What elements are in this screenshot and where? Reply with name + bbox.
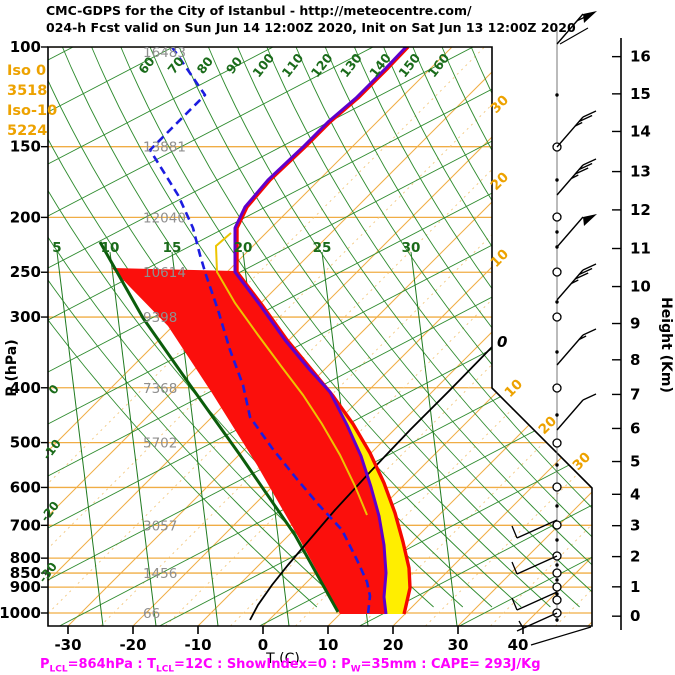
wind-barb xyxy=(556,328,597,366)
svg-text:1: 1 xyxy=(630,578,640,596)
svg-text:20: 20 xyxy=(234,240,253,256)
svg-text:1456: 1456 xyxy=(143,566,177,582)
svg-text:7: 7 xyxy=(630,385,640,403)
svg-text:800: 800 xyxy=(10,549,41,567)
wind-barb xyxy=(556,214,597,248)
wind-barb xyxy=(556,11,597,45)
svg-text:11: 11 xyxy=(630,240,651,258)
svg-text:10: 10 xyxy=(101,240,120,256)
svg-text:0: 0 xyxy=(258,636,268,654)
svg-text:30: 30 xyxy=(448,636,469,654)
wind-barb xyxy=(511,555,558,575)
yellow-shaded-area xyxy=(330,392,410,614)
svg-text:12: 12 xyxy=(630,201,651,219)
svg-text:40: 40 xyxy=(508,636,529,654)
svg-text:20: 20 xyxy=(383,636,404,654)
svg-text:8: 8 xyxy=(630,351,640,369)
svg-text:250: 250 xyxy=(10,263,41,281)
svg-text:16483: 16483 xyxy=(143,45,186,61)
svg-text:5: 5 xyxy=(52,240,61,256)
plot-border xyxy=(47,46,593,627)
svg-text:30: 30 xyxy=(402,240,421,256)
iso0-label: Iso 0 xyxy=(7,63,47,79)
zero-degree-curve xyxy=(249,346,493,621)
svg-text:9: 9 xyxy=(630,315,640,333)
svg-text:25: 25 xyxy=(313,240,332,256)
svg-text:500: 500 xyxy=(10,434,41,452)
iso10-value: 5224 xyxy=(7,123,48,139)
parcel-curve xyxy=(214,232,368,516)
svg-text:15: 15 xyxy=(630,85,651,103)
svg-text:7368: 7368 xyxy=(143,381,177,397)
wind-barb xyxy=(556,263,597,301)
svg-text:700: 700 xyxy=(10,516,41,534)
svg-text:1000: 1000 xyxy=(0,604,41,622)
svg-text:900: 900 xyxy=(10,578,41,596)
wind-barb xyxy=(556,393,597,431)
red-shaded-area xyxy=(112,268,410,614)
svg-text:16: 16 xyxy=(630,48,651,66)
svg-text:9398: 9398 xyxy=(143,310,177,326)
svg-text:12040: 12040 xyxy=(143,210,186,226)
svg-text:15: 15 xyxy=(163,240,182,256)
svg-text:13881: 13881 xyxy=(143,140,186,156)
wind-barb xyxy=(556,158,597,196)
iso10-label: Iso-10 xyxy=(7,103,58,119)
svg-text:10: 10 xyxy=(318,636,339,654)
svg-text:10: 10 xyxy=(630,278,651,296)
wind-barb-column xyxy=(511,11,597,632)
footer-summary: PLCL=864hPa : TLCL=12C : ShowIndex=0 : P… xyxy=(40,657,541,675)
dewpoint-curve xyxy=(148,47,372,615)
svg-text:0: 0 xyxy=(630,607,640,625)
svg-text:0: 0 xyxy=(497,333,507,351)
wind-barb xyxy=(511,591,558,611)
svg-text:10614: 10614 xyxy=(143,265,186,281)
title-line-2: 024-h Fcst valid on Sun Jun 14 12:00Z 20… xyxy=(46,19,576,35)
svg-text:Height (Km): Height (Km) xyxy=(658,297,674,393)
svg-text:13: 13 xyxy=(630,163,651,181)
svg-text:5702: 5702 xyxy=(143,436,177,452)
svg-text:4: 4 xyxy=(630,485,640,503)
wind-barb xyxy=(511,519,558,539)
svg-text:6: 6 xyxy=(630,419,640,437)
svg-text:2: 2 xyxy=(630,548,640,566)
svg-text:14: 14 xyxy=(630,122,651,140)
wind-barb xyxy=(516,612,558,632)
svg-text:3057: 3057 xyxy=(143,518,177,534)
svg-text:150: 150 xyxy=(10,138,41,156)
iso-level-legend: Iso 0 3518 Iso-10 5224 xyxy=(7,61,57,141)
svg-text:T (C): T (C) xyxy=(265,651,300,667)
svg-text:P (hPa): P (hPa) xyxy=(4,339,20,396)
svg-text:400: 400 xyxy=(10,379,41,397)
svg-text:600: 600 xyxy=(10,478,41,496)
svg-text:850: 850 xyxy=(10,564,41,582)
svg-text:200: 200 xyxy=(10,208,41,226)
wind-barb xyxy=(556,110,597,148)
virtual-temperature-curve xyxy=(233,47,408,615)
svg-text:66: 66 xyxy=(143,606,160,622)
chart-title: CMC-GDPS for the City of Istanbul - http… xyxy=(46,3,576,36)
svg-text:5: 5 xyxy=(630,453,640,471)
svg-text:10: 10 xyxy=(502,376,527,401)
svg-text:-10: -10 xyxy=(184,636,211,654)
svg-text:3: 3 xyxy=(630,517,640,535)
svg-text:100: 100 xyxy=(10,38,41,56)
svg-text:-20: -20 xyxy=(119,636,146,654)
svg-text:-30: -30 xyxy=(54,636,81,654)
title-line-1: CMC-GDPS for the City of Istanbul - http… xyxy=(46,3,472,18)
iso0-value: 3518 xyxy=(7,83,48,99)
svg-text:300: 300 xyxy=(10,308,41,326)
